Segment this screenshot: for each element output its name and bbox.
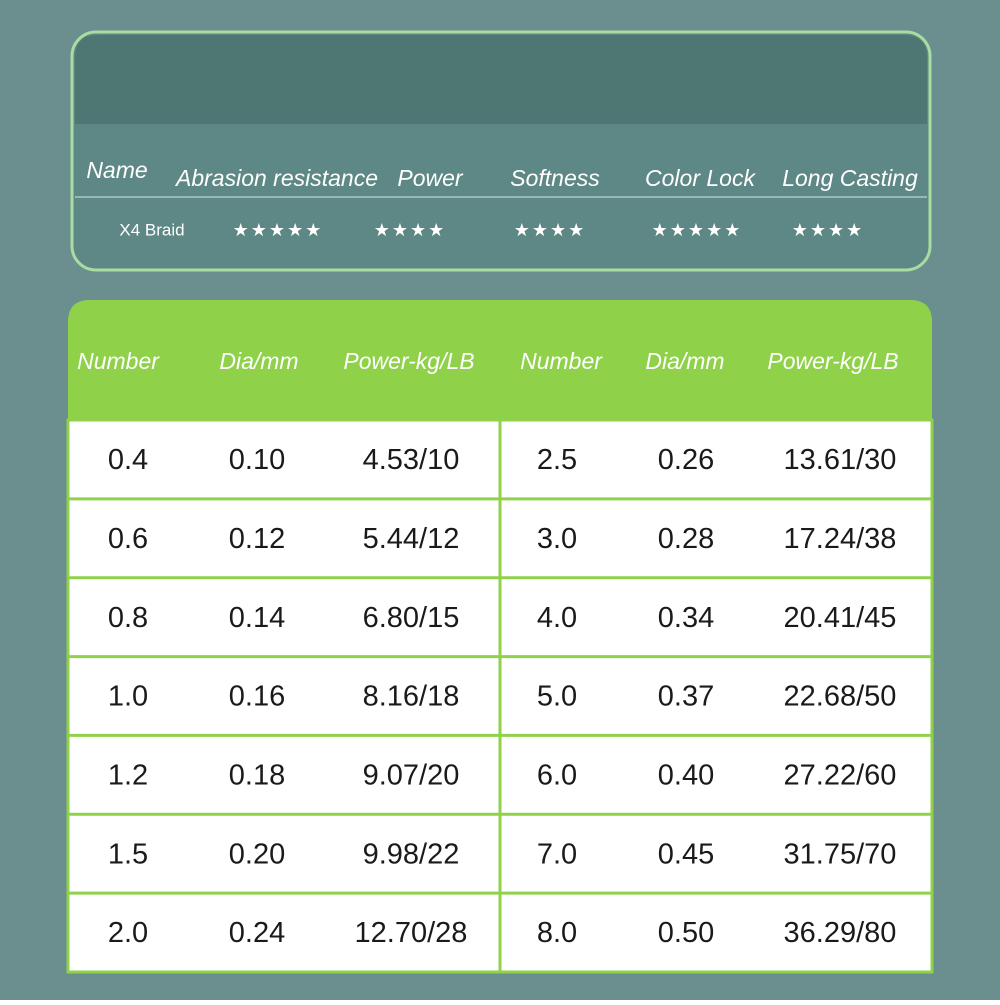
column-header: Power-kg/LB bbox=[767, 348, 898, 374]
cell: 9.98/22 bbox=[363, 838, 460, 870]
cell: 3.0 bbox=[537, 523, 577, 555]
rating-header: Power bbox=[397, 165, 464, 191]
cell: 0.24 bbox=[229, 917, 285, 949]
cell: 1.2 bbox=[108, 760, 148, 792]
column-header: Number bbox=[520, 348, 603, 374]
star-rating: ★★★★ bbox=[374, 220, 447, 240]
column-header: Power-kg/LB bbox=[343, 348, 474, 374]
cell: 1.0 bbox=[108, 681, 148, 713]
cell: 0.10 bbox=[229, 444, 285, 476]
cell: 4.53/10 bbox=[363, 444, 460, 476]
cell: 0.18 bbox=[229, 760, 285, 792]
rating-header: Color Lock bbox=[645, 165, 756, 191]
cell: 0.20 bbox=[229, 838, 285, 870]
cell: 12.70/28 bbox=[355, 917, 468, 949]
cell: 0.26 bbox=[658, 444, 714, 476]
table-header bbox=[68, 300, 932, 420]
panel-band bbox=[75, 35, 927, 124]
content: Name Abrasion resistance Power Softness Colo… bbox=[68, 157, 932, 972]
cell: 0.12 bbox=[229, 523, 285, 555]
cell: 0.34 bbox=[658, 602, 714, 634]
column-header: Number bbox=[77, 348, 160, 374]
cell: 0.4 bbox=[108, 444, 148, 476]
cell: 1.5 bbox=[108, 838, 148, 870]
cell: 36.29/80 bbox=[784, 917, 897, 949]
cell: 27.22/60 bbox=[784, 760, 897, 792]
cell: 0.14 bbox=[229, 602, 285, 634]
cell: 8.0 bbox=[537, 917, 577, 949]
star-rating: ★★★★★ bbox=[652, 220, 743, 240]
rating-header: Long Casting bbox=[782, 165, 918, 191]
column-header: Dia/mm bbox=[645, 348, 724, 374]
cell: 20.41/45 bbox=[784, 602, 897, 634]
cell: 0.50 bbox=[658, 917, 714, 949]
cell: 8.16/18 bbox=[363, 681, 460, 713]
cell: 4.0 bbox=[537, 602, 577, 634]
cell: 31.75/70 bbox=[784, 838, 897, 870]
star-rating: ★★★★ bbox=[792, 220, 865, 240]
rating-header: Abrasion resistance bbox=[174, 165, 378, 191]
cell: 0.37 bbox=[658, 681, 714, 713]
cell: 0.6 bbox=[108, 523, 148, 555]
cell: 0.16 bbox=[229, 681, 285, 713]
cell: 17.24/38 bbox=[784, 523, 897, 555]
cell: 6.80/15 bbox=[363, 602, 460, 634]
column-header: Dia/mm bbox=[219, 348, 298, 374]
rating-header: Name bbox=[86, 157, 147, 183]
cell: 9.07/20 bbox=[363, 760, 460, 792]
cell: 6.0 bbox=[537, 760, 577, 792]
cell: 7.0 bbox=[537, 838, 577, 870]
cell: 22.68/50 bbox=[784, 681, 897, 713]
cell: 0.40 bbox=[658, 760, 714, 792]
cell: 0.45 bbox=[658, 838, 714, 870]
cell: 2.5 bbox=[537, 444, 577, 476]
product-name: X4 Braid bbox=[119, 220, 184, 239]
star-rating: ★★★★ bbox=[514, 220, 587, 240]
cell: 0.8 bbox=[108, 602, 148, 634]
cell: 5.44/12 bbox=[363, 523, 460, 555]
cell: 2.0 bbox=[108, 917, 148, 949]
cell: 5.0 bbox=[537, 681, 577, 713]
star-rating: ★★★★★ bbox=[233, 220, 324, 240]
rating-header: Softness bbox=[510, 165, 600, 191]
cell: 13.61/30 bbox=[784, 444, 897, 476]
cell: 0.28 bbox=[658, 523, 714, 555]
